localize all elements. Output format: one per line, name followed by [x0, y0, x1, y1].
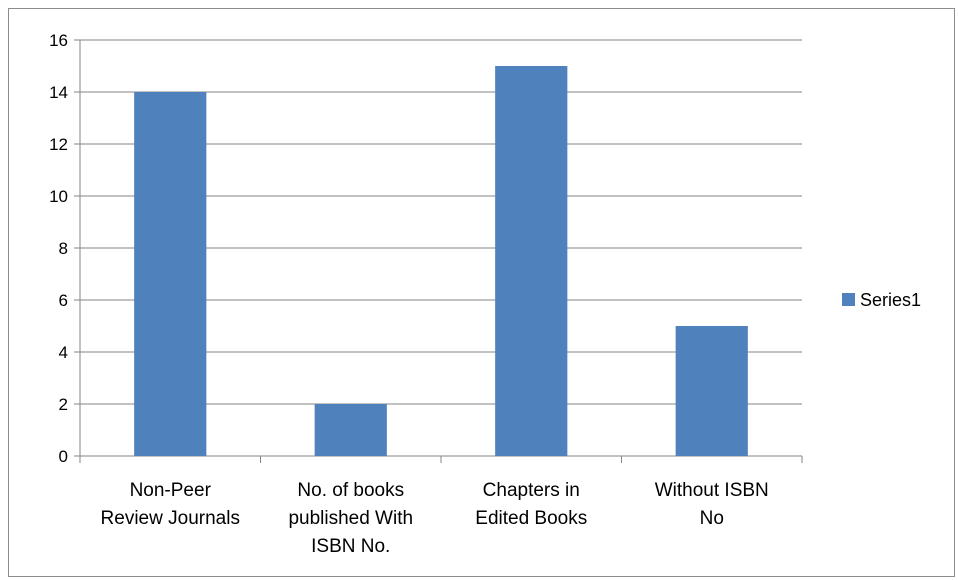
y-tick-label: 12: [49, 135, 68, 154]
legend-label: Series1: [860, 290, 921, 310]
y-tick-label: 0: [59, 447, 68, 466]
bar: [134, 92, 207, 456]
x-category-label: Non-Peer Review Journals: [101, 480, 240, 529]
y-tick-label: 14: [49, 83, 68, 102]
y-tick-label: 8: [59, 239, 68, 258]
y-tick-label: 4: [59, 343, 68, 362]
bar: [495, 66, 568, 456]
y-tick-label: 16: [49, 31, 68, 50]
x-category-label: Without ISBN No: [655, 480, 769, 529]
bar: [675, 326, 748, 456]
y-tick-label: 10: [49, 187, 68, 206]
bar: [314, 404, 387, 456]
x-category-label: No. of books published With ISBN No.: [288, 480, 413, 557]
legend-swatch: [842, 293, 855, 306]
y-tick-label: 2: [59, 395, 68, 414]
x-category-label: Chapters in Edited Books: [475, 480, 587, 529]
y-tick-label: 6: [59, 291, 68, 310]
